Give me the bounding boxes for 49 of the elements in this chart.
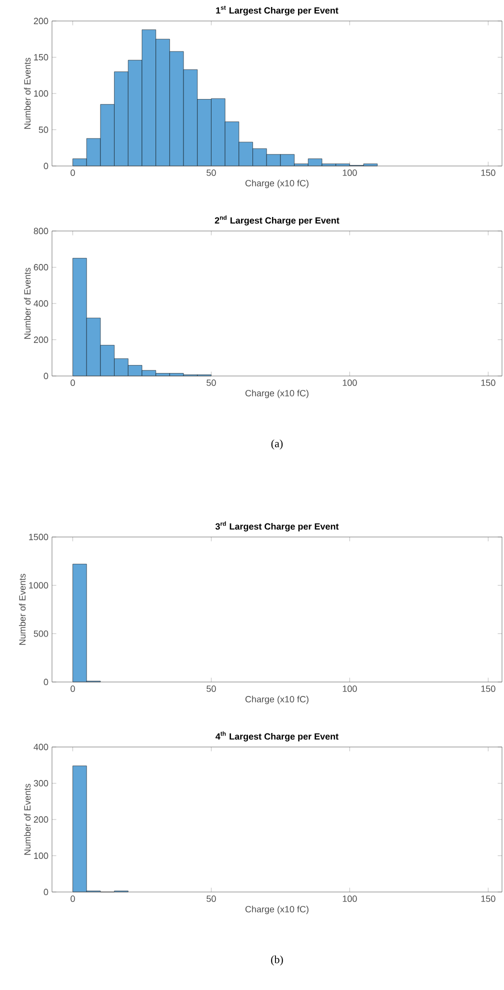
- y-tick-label: 1000: [29, 582, 48, 589]
- y-tick-label: 50: [38, 126, 48, 133]
- y-tick-label: 100: [34, 90, 48, 97]
- x-tick-label: 100: [342, 170, 357, 176]
- text: (a): [271, 440, 283, 450]
- x-tick-label: 100: [342, 686, 357, 692]
- x-tick-label: 0: [70, 686, 75, 692]
- y-tick-label: 200: [34, 336, 48, 343]
- y-tick-label: 0: [44, 678, 48, 686]
- chart-title: 2$^{nd}$ Largest Charge per Event: [214, 215, 340, 226]
- y-tick-label: 100: [34, 852, 48, 859]
- y-axis-title: Number of Events: [24, 784, 31, 855]
- x-tick-label: 0: [70, 170, 75, 176]
- y-tick-label: 200: [34, 18, 48, 24]
- y-axis-title: Number of Events: [18, 574, 26, 645]
- y-tick-label: 150: [34, 54, 48, 60]
- y-tick-label: 500: [34, 630, 48, 637]
- x-tick-label: 100: [342, 380, 357, 386]
- text: (b): [271, 956, 283, 966]
- y-tick-label: 800: [34, 228, 48, 234]
- chart-title: 1$^{st}$ Largest Charge per Event: [216, 6, 338, 16]
- y-axis-title: Number of Events: [24, 268, 31, 339]
- x-tick-label: 100: [342, 896, 357, 902]
- x-tick-label: 50: [206, 380, 216, 386]
- chart-title: 3$^{rd}$ Largest Charge per Event: [215, 521, 339, 532]
- y-tick-label: 0: [44, 162, 48, 170]
- x-tick-label: 50: [206, 896, 216, 902]
- x-tick-label: 50: [206, 686, 216, 692]
- x-tick-label: 50: [206, 170, 216, 176]
- x-tick-label: 0: [70, 896, 75, 902]
- x-tick-label: 150: [481, 170, 496, 176]
- chart-title: 4$^{th}$ Largest Charge per Event: [216, 731, 338, 742]
- y-tick-label: 0: [44, 888, 48, 896]
- x-axis-title: Charge (x10 fC): [245, 906, 308, 914]
- x-tick-label: 150: [481, 896, 496, 902]
- y-tick-label: 400: [34, 300, 48, 307]
- y-axis-title: Number of Events: [24, 58, 31, 129]
- y-tick-label: 200: [34, 816, 48, 823]
- x-tick-label: 0: [70, 380, 75, 386]
- y-tick-label: 1500: [29, 534, 48, 540]
- y-tick-label: 400: [34, 744, 48, 750]
- y-tick-label: 600: [34, 264, 48, 270]
- x-tick-label: 150: [481, 686, 496, 692]
- x-tick-label: 150: [481, 380, 496, 386]
- x-axis-title: Charge (x10 fC): [245, 696, 308, 704]
- x-axis-title: Charge (x10 fC): [245, 180, 308, 188]
- y-tick-label: 0: [44, 372, 48, 380]
- y-tick-label: 300: [34, 780, 48, 786]
- x-axis-title: Charge (x10 fC): [245, 390, 308, 398]
